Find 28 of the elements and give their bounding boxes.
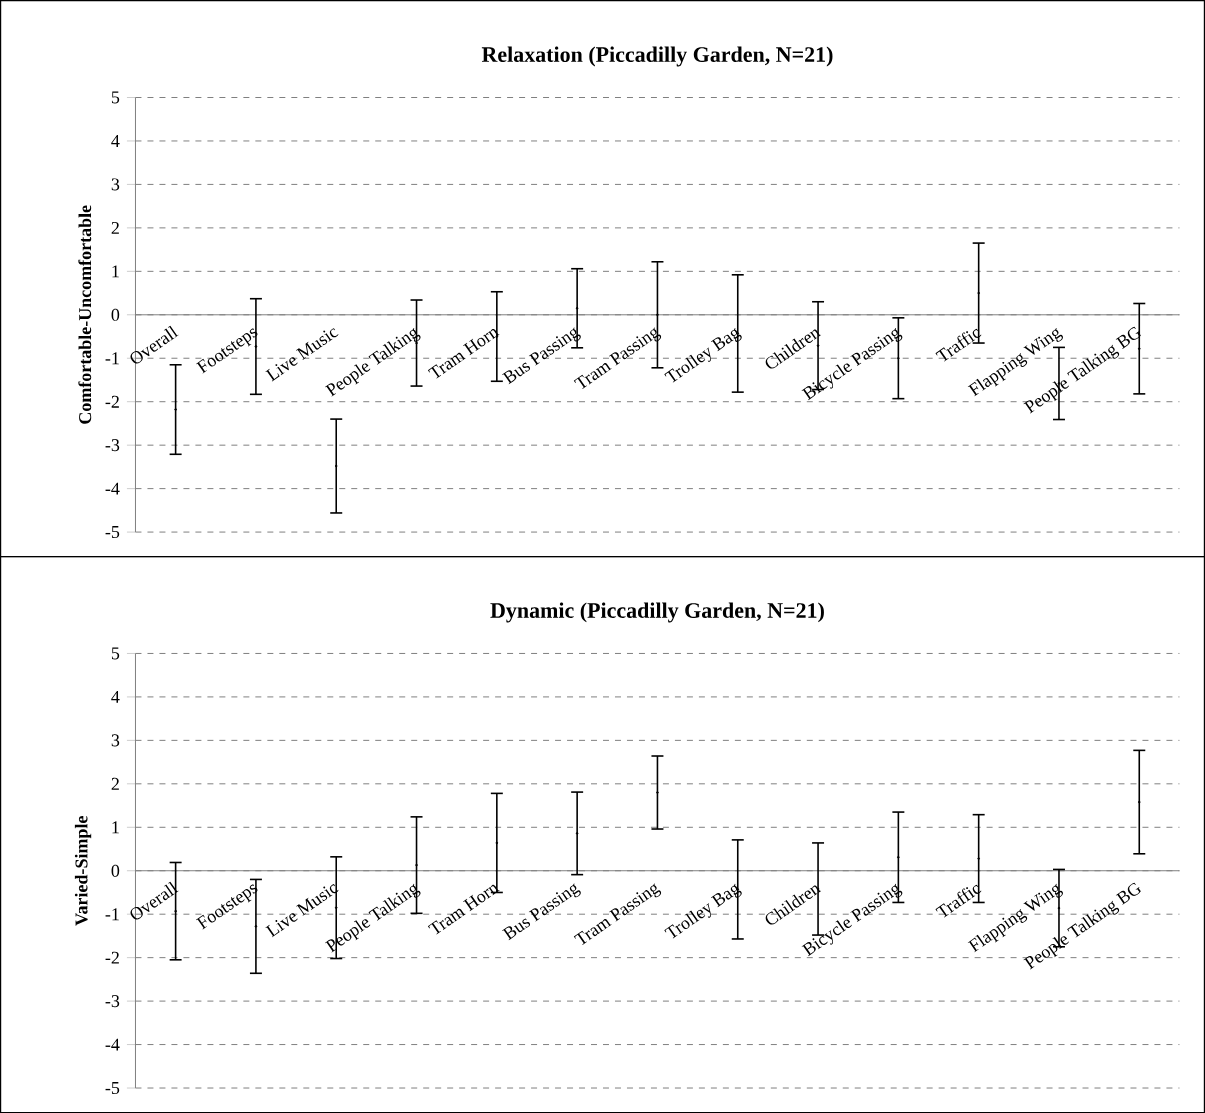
y-tick-label: -2 — [105, 395, 119, 408]
y-tick-label: -4 — [105, 1038, 120, 1051]
y-tick-label: 4 — [111, 135, 120, 147]
x-tick-label: Tram Horn — [427, 884, 500, 935]
y-axis-title: Comfortable-Uncomfortable — [78, 205, 92, 424]
y-tick-label: 0 — [111, 864, 120, 877]
y-tick-label: 5 — [111, 647, 120, 660]
y-tick-label: -3 — [105, 995, 120, 1008]
y-tick-label: -5 — [105, 1082, 120, 1094]
y-tick-label: 0 — [111, 308, 120, 321]
y-tick-label: 3 — [111, 178, 120, 191]
y-axis-title: Varied-Simple — [74, 816, 92, 926]
y-tick-label: 1 — [112, 265, 119, 278]
y-tick-label: 3 — [111, 734, 120, 747]
chart-title: Relaxation (Piccadilly Garden, N=21) — [481, 46, 833, 67]
chart-title: Dynamic (Piccadilly Garden, N=21) — [490, 602, 824, 623]
y-tick-label: -1 — [105, 908, 119, 921]
y-tick-label: -3 — [105, 439, 120, 452]
y-tick-label: -4 — [105, 482, 120, 495]
y-tick-label: 2 — [111, 777, 119, 790]
y-tick-label: 2 — [111, 221, 119, 234]
y-tick-label: 5 — [111, 91, 120, 104]
y-tick-label: -5 — [105, 526, 120, 539]
y-tick-label: 4 — [111, 690, 120, 703]
x-tick-label: Tram Horn — [427, 328, 500, 379]
y-tick-label: -2 — [105, 951, 119, 964]
y-tick-label: -1 — [105, 352, 119, 365]
y-tick-label: 1 — [112, 821, 119, 834]
